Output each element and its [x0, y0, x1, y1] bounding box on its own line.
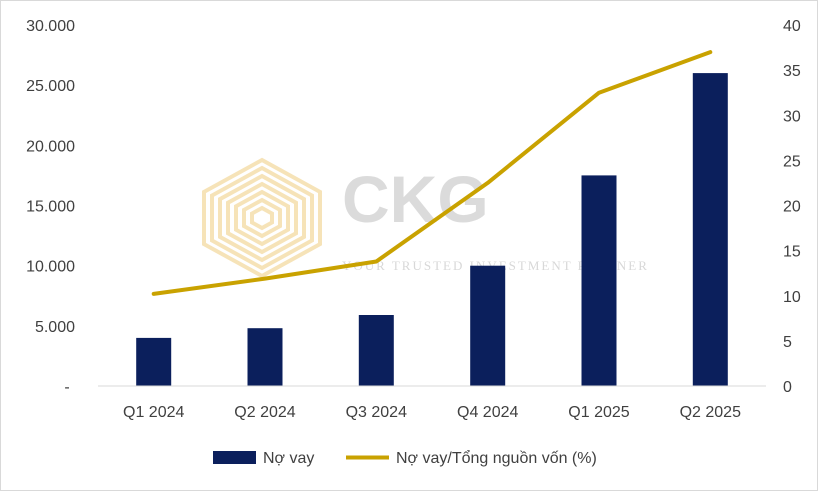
watermark-logo-ring: [242, 197, 282, 239]
legend-bar-swatch: [213, 451, 256, 464]
bar: [247, 328, 283, 386]
bar: [358, 315, 394, 386]
x-axis-tick-label: Q4 2024: [457, 404, 518, 421]
right-axis-tick-label: 25: [783, 153, 801, 170]
watermark-logo-ring: [202, 157, 322, 279]
right-axis-tick-label: 15: [783, 244, 801, 261]
right-axis-tick-label: 5: [783, 334, 792, 351]
right-axis-tick-label: 30: [783, 108, 801, 125]
watermark-logo-ring: [234, 189, 290, 247]
x-axis-tick-label: Q1 2025: [568, 404, 629, 421]
right-axis-tick-label: 20: [783, 199, 801, 216]
left-axis-tick-label: 15.000: [26, 199, 75, 216]
left-axis-tick-label: 20.000: [26, 138, 75, 155]
x-axis-tick-label: Q3 2024: [346, 404, 407, 421]
watermark-tagline: YOUR TRUSTED INVESTMENT PARTNER: [342, 258, 649, 273]
line-path: [151, 50, 713, 296]
x-axis-tick-label: Q2 2025: [680, 404, 741, 421]
watermark-logo-ring: [250, 205, 274, 231]
bar: [470, 265, 506, 386]
x-axis-tick-label: Q1 2024: [123, 404, 184, 421]
right-axis-tick-label: 40: [783, 18, 801, 35]
bar: [136, 337, 172, 386]
watermark-logo-ring: [210, 165, 314, 271]
bar: [581, 175, 617, 386]
left-axis-tick-label: 10.000: [26, 259, 75, 276]
x-axis-ticks: Q1 2024 Q2 2024 Q3 2024 Q4 2024 Q1 2025 Q2 20…: [123, 404, 741, 421]
right-axis-ticks: 0 5 10 15 20 25 30 35 40: [783, 18, 801, 396]
left-axis-tick-label: 30.000: [26, 18, 75, 35]
legend: Nợ vay Nợ vay/Tổng nguồn vốn (%): [213, 449, 597, 467]
left-axis-tick-label: -: [64, 379, 69, 396]
left-axis-tick-label: 5.000: [35, 319, 75, 336]
watermark-logo-ring: [218, 173, 306, 263]
right-axis-tick-label: 35: [783, 63, 801, 80]
legend-line-label: Nợ vay/Tổng nguồn vốn (%): [396, 449, 597, 467]
legend-bar-label: Nợ vay: [263, 450, 314, 467]
watermark-logo-ring: [226, 181, 298, 255]
watermark-logo-icon: [202, 157, 322, 279]
line-series: [151, 50, 713, 296]
right-axis-tick-label: 10: [783, 289, 801, 306]
left-axis-tick-label: 25.000: [26, 78, 75, 95]
x-axis-tick-label: Q2 2024: [234, 404, 295, 421]
right-axis-tick-label: 0: [783, 379, 792, 396]
left-axis-ticks: - 5.000 10.000 15.000 20.000 25.000 30.000: [26, 18, 75, 396]
bar: [692, 73, 728, 386]
bar-series: [136, 73, 728, 386]
